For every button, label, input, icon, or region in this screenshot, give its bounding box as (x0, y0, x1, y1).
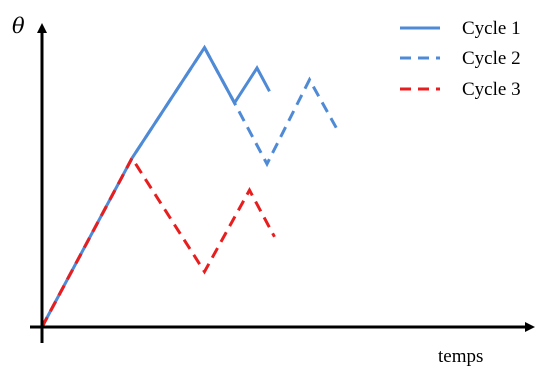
y-axis-label: θ (12, 14, 25, 38)
series-line-cycle-1 (40, 44, 271, 328)
legend-label-cycle-3: Cycle 3 (462, 79, 521, 100)
series-line-cycle-2 (40, 44, 339, 328)
legend-label-cycle-2: Cycle 2 (462, 48, 521, 69)
series-line-cycle-3 (40, 155, 276, 328)
series-layer (40, 44, 339, 328)
legend-label-cycle-1: Cycle 1 (462, 18, 521, 39)
legend: Cycle 1 Cycle 2 Cycle 3 (400, 18, 521, 100)
x-axis-label: temps (438, 346, 483, 367)
